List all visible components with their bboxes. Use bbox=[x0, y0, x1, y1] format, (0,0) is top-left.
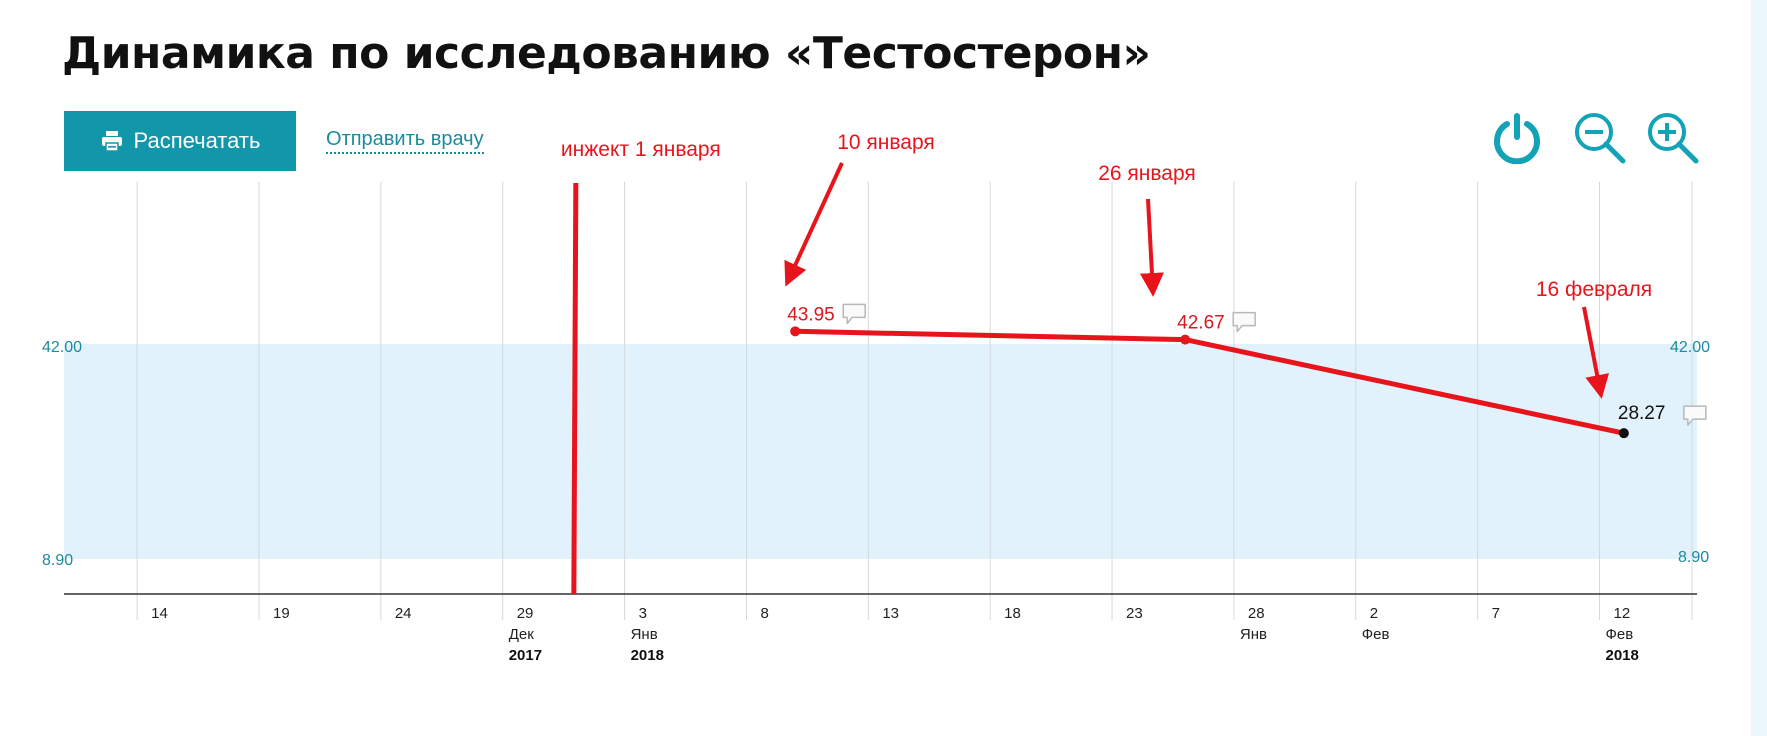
x-tick-label: 18 bbox=[1004, 605, 1021, 622]
x-tick-label: 12 bbox=[1614, 605, 1631, 622]
x-tick-month: Фев bbox=[1362, 626, 1390, 643]
x-tick-year: 2017 bbox=[509, 647, 542, 664]
annotation-label: 26 января bbox=[1098, 162, 1196, 185]
power-icon[interactable] bbox=[1490, 110, 1544, 164]
data-label: 42.67 bbox=[1177, 313, 1225, 334]
annotation-label: 10 января bbox=[837, 131, 935, 154]
x-tick-month: Фев bbox=[1606, 626, 1634, 643]
annotation-label: 16 февраля bbox=[1536, 278, 1652, 301]
x-tick-label: 7 bbox=[1492, 605, 1500, 622]
x-tick-label: 3 bbox=[639, 605, 647, 622]
data-label: 43.95 bbox=[787, 304, 835, 325]
annotation-arrow bbox=[784, 162, 844, 287]
injection-line bbox=[571, 182, 579, 595]
zoom-in-icon[interactable] bbox=[1645, 110, 1701, 166]
x-tick-month: Янв bbox=[631, 626, 658, 643]
x-tick-month: Дек bbox=[509, 626, 535, 643]
x-tick-label: 13 bbox=[882, 605, 899, 622]
injection-label: инжект 1 января bbox=[561, 138, 721, 161]
y-label-low-left: 8.90 bbox=[42, 552, 73, 569]
zoom-out-icon[interactable] bbox=[1572, 110, 1628, 166]
x-tick-label: 23 bbox=[1126, 605, 1143, 622]
x-tick-label: 14 bbox=[151, 605, 168, 622]
annotation-arrow bbox=[1139, 198, 1164, 297]
print-button[interactable]: Распечатать bbox=[64, 111, 296, 171]
x-tick-label: 24 bbox=[395, 605, 412, 622]
x-tick-label: 29 bbox=[517, 605, 534, 622]
print-button-label: Распечатать bbox=[133, 128, 261, 153]
data-point bbox=[790, 326, 801, 337]
x-tick-year: 2018 bbox=[631, 647, 664, 664]
reference-band bbox=[64, 344, 1697, 559]
comment-icon bbox=[1232, 311, 1256, 333]
data-point bbox=[1618, 428, 1629, 439]
comment-icon bbox=[842, 303, 866, 325]
y-label-high-left: 42.00 bbox=[42, 339, 82, 356]
x-tick-year: 2018 bbox=[1606, 647, 1639, 664]
data-label: 28.27 bbox=[1618, 403, 1666, 424]
x-tick-label: 8 bbox=[760, 605, 768, 622]
y-label-high-right: 42.00 bbox=[1670, 339, 1710, 356]
page-title: Динамика по исследованию «Тестостерон» bbox=[62, 28, 1151, 79]
x-tick-month: Янв bbox=[1240, 626, 1267, 643]
y-label-low-right: 8.90 bbox=[1678, 549, 1709, 566]
x-tick-label: 2 bbox=[1370, 605, 1378, 622]
x-tick-label: 19 bbox=[273, 605, 290, 622]
data-point bbox=[1180, 334, 1191, 345]
print-icon bbox=[100, 129, 124, 153]
annotation-arrow bbox=[1582, 306, 1609, 399]
comment-icon bbox=[1683, 405, 1707, 426]
send-to-doctor-link[interactable]: Отправить врачу bbox=[326, 128, 484, 154]
x-tick-label: 28 bbox=[1248, 605, 1265, 622]
